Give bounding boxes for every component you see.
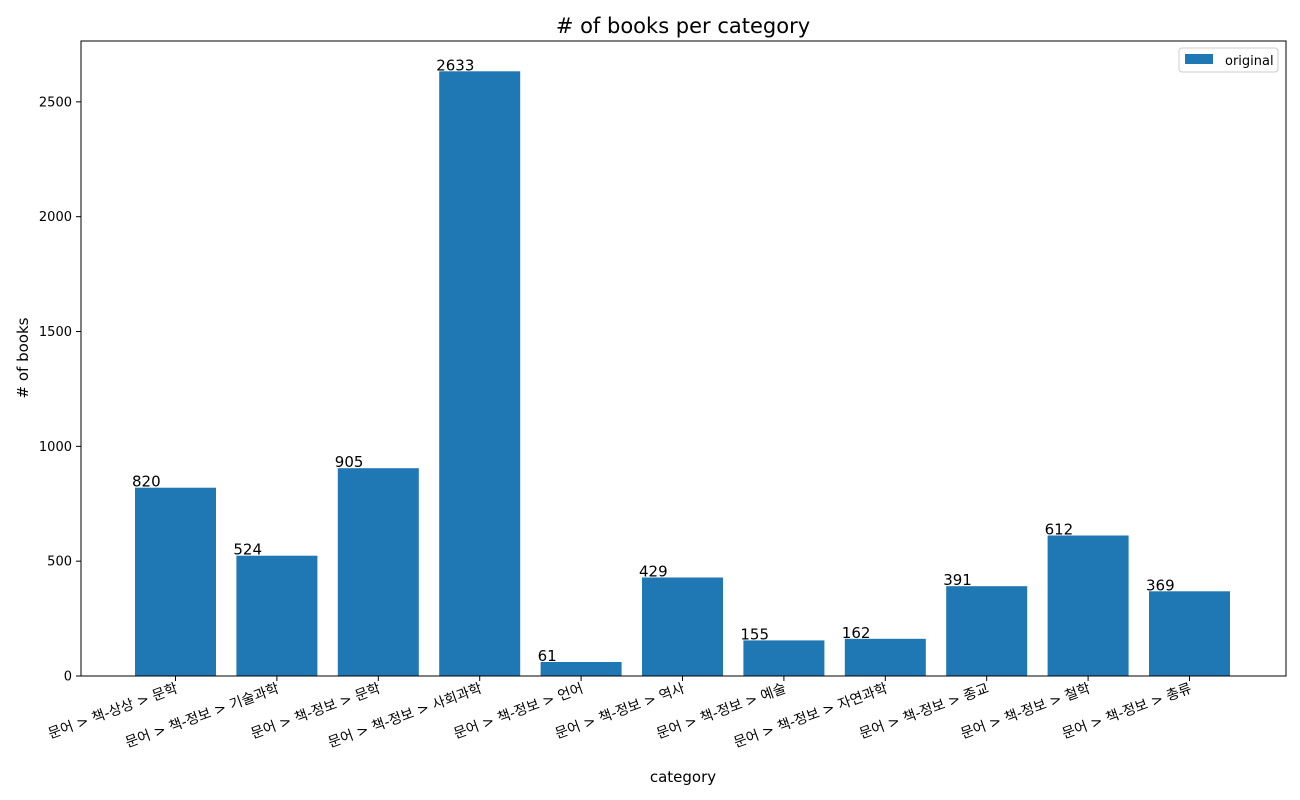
x-axis-label: category bbox=[650, 768, 716, 786]
bar bbox=[1047, 535, 1129, 676]
y-tick-label: 1000 bbox=[39, 440, 72, 455]
y-tick-label: 500 bbox=[47, 555, 72, 570]
bar bbox=[337, 468, 419, 676]
y-tick-label: 1500 bbox=[39, 325, 72, 340]
bar bbox=[135, 487, 216, 676]
y-tick-label: 2000 bbox=[39, 210, 72, 225]
bar-value-label: 2633 bbox=[436, 56, 474, 74]
bar bbox=[946, 586, 1028, 676]
bar bbox=[439, 71, 521, 677]
bar bbox=[236, 555, 318, 676]
bar-value-label: 524 bbox=[233, 541, 262, 559]
legend-label: original bbox=[1225, 54, 1274, 69]
legend-swatch bbox=[1185, 54, 1213, 64]
plot-frame bbox=[80, 40, 1287, 677]
y-tick-label: 2500 bbox=[39, 95, 72, 110]
chart-title: # of books per category bbox=[556, 14, 810, 38]
bars-layer bbox=[135, 71, 1230, 677]
bar bbox=[540, 662, 622, 676]
bar-value-label: 61 bbox=[538, 647, 557, 665]
value-labels-layer: 820 524 905 2633 61 429 155 162 391 612 369 bbox=[132, 56, 1175, 665]
y-axis-label: # of books bbox=[14, 317, 32, 398]
bar-value-label: 369 bbox=[1146, 576, 1175, 594]
bar-value-label: 612 bbox=[1045, 521, 1074, 539]
bar-value-label: 155 bbox=[740, 625, 769, 643]
legend: original bbox=[1178, 47, 1279, 73]
bar bbox=[743, 640, 825, 676]
bar-value-label: 429 bbox=[639, 563, 668, 581]
bar bbox=[1149, 591, 1230, 676]
bar-value-label: 905 bbox=[335, 453, 364, 471]
bar-value-label: 391 bbox=[943, 571, 972, 589]
bar-value-label: 162 bbox=[842, 624, 871, 642]
bar bbox=[844, 638, 926, 676]
bar-value-label: 820 bbox=[132, 473, 161, 491]
y-tick-label: 0 bbox=[64, 670, 72, 685]
bar bbox=[642, 577, 723, 676]
y-axis: 0 500 1000 1500 2000 2500 bbox=[39, 95, 81, 685]
